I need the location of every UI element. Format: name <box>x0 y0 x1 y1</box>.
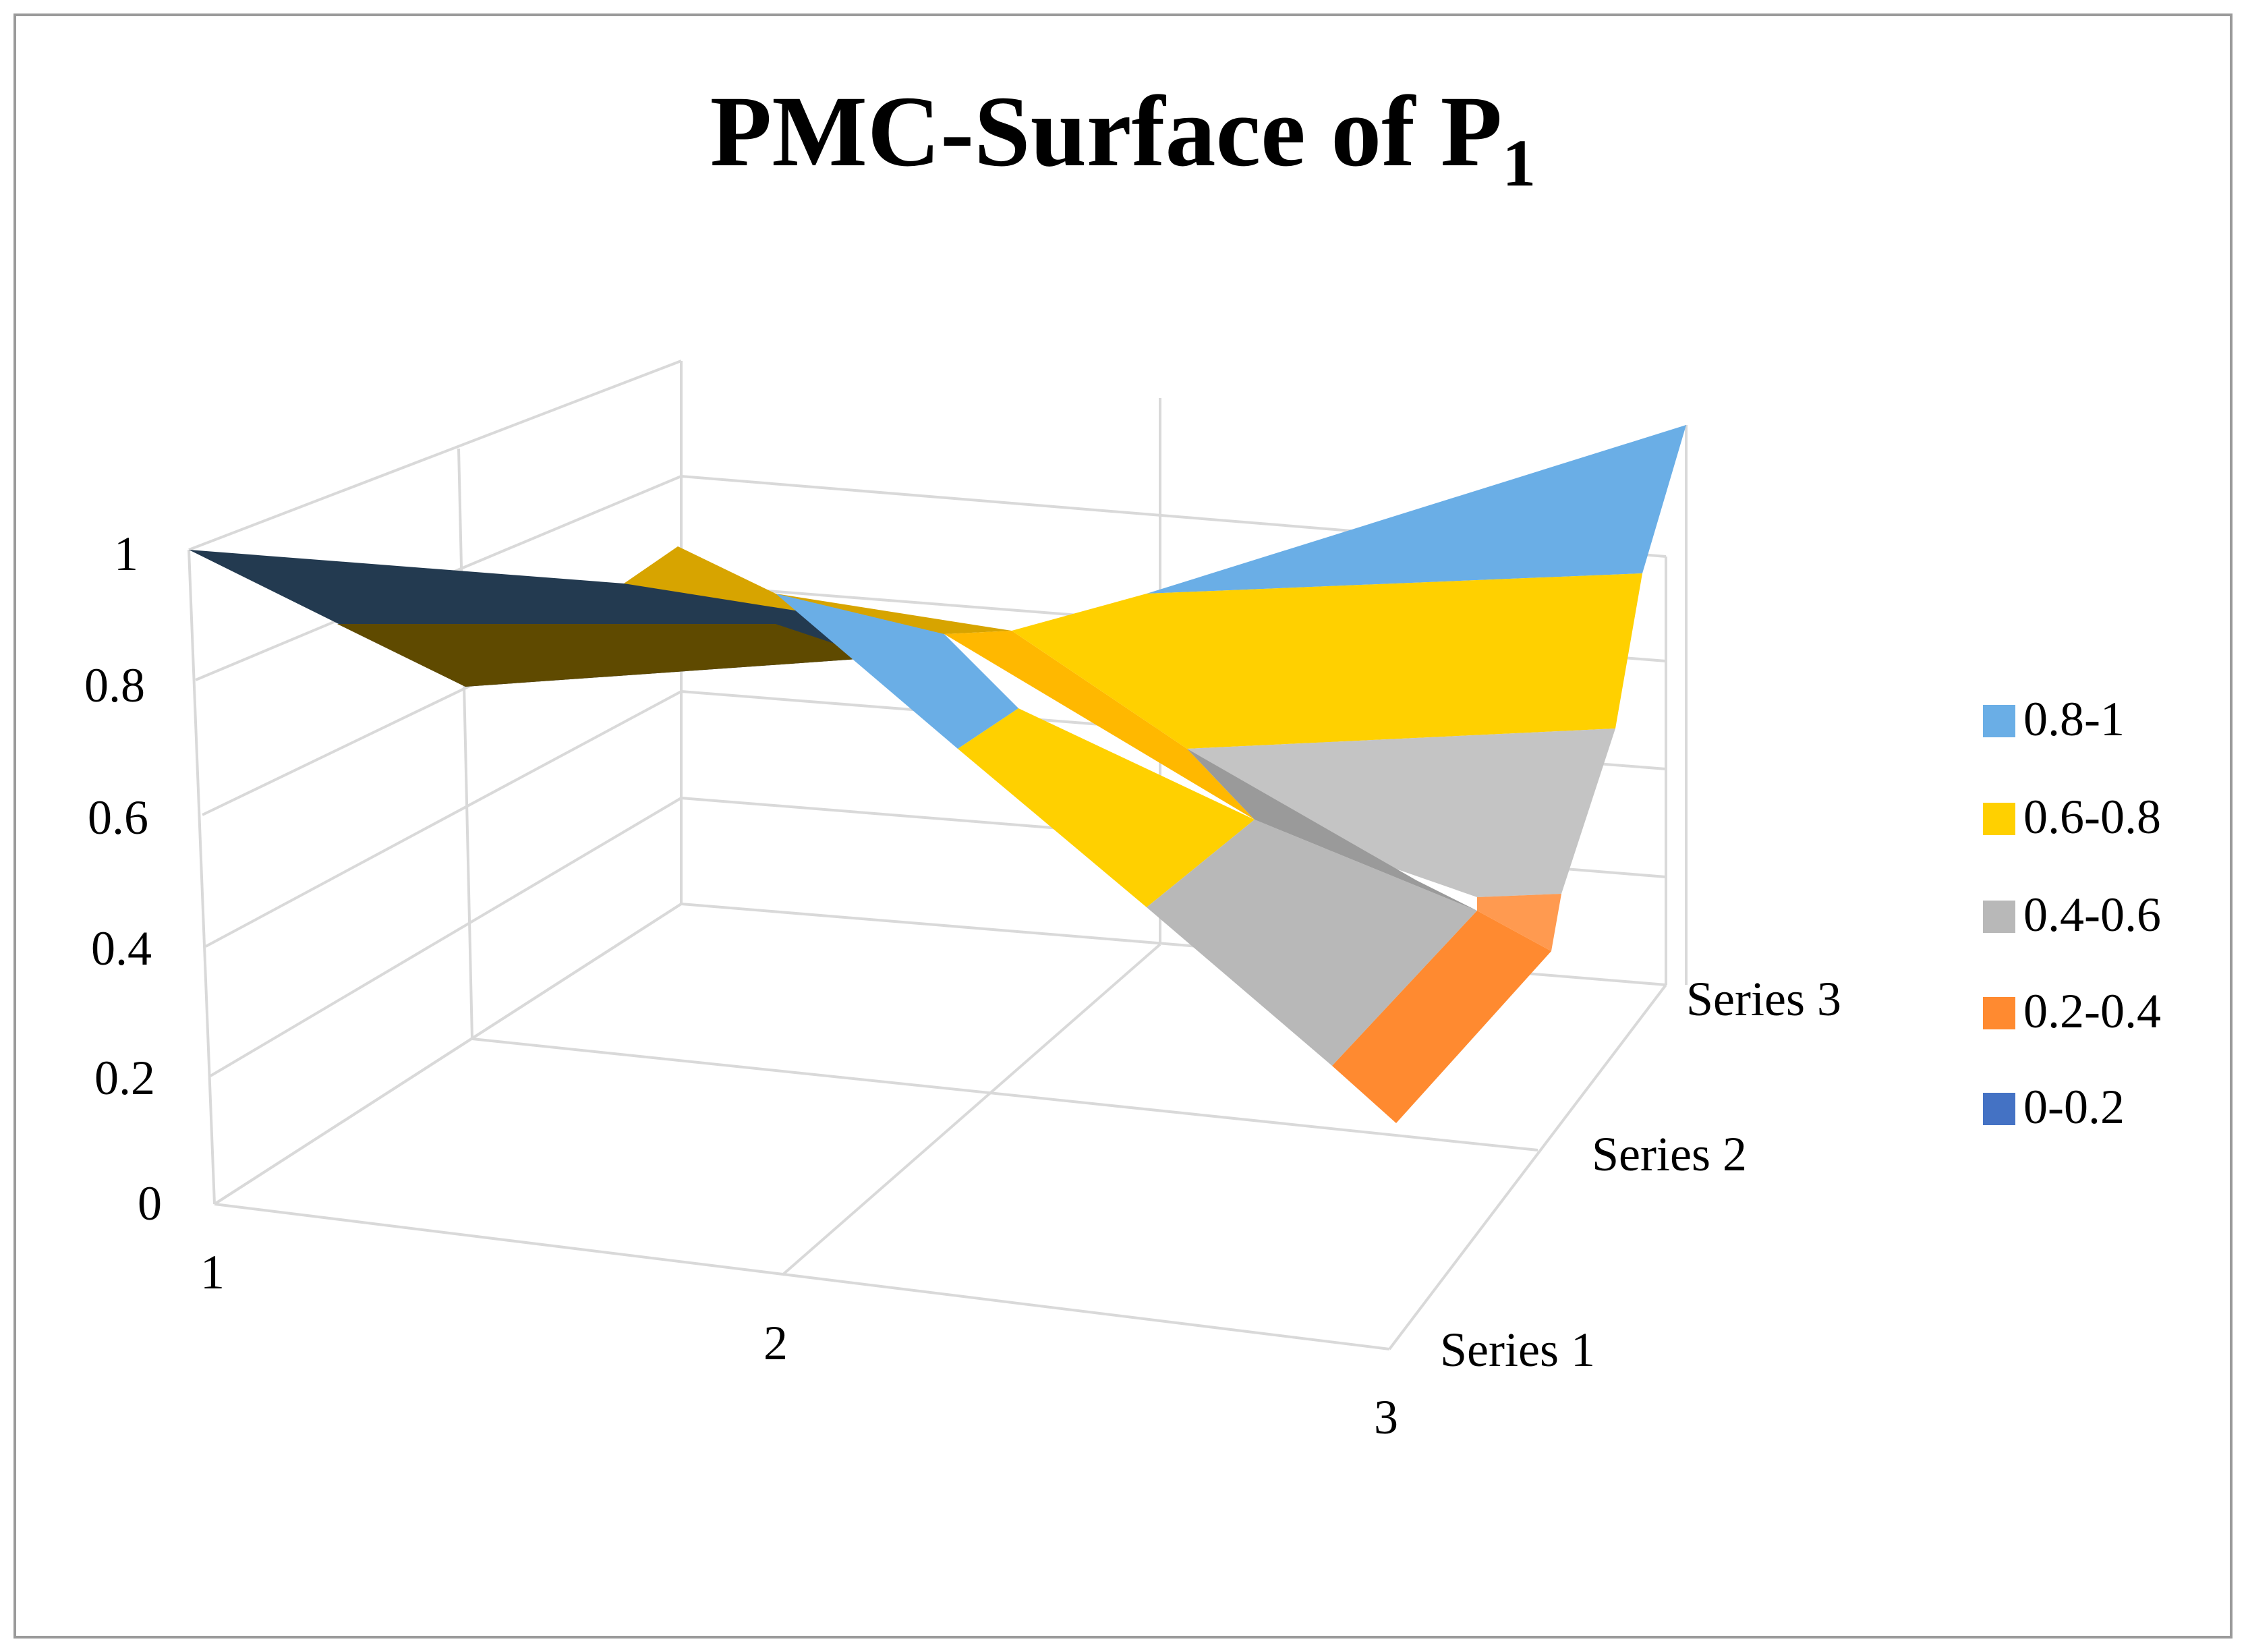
legend-label: 0-0.2 <box>2023 1080 2125 1134</box>
series-axis-label: Series 2 <box>1592 1127 1747 1181</box>
series-axis-label: Series 3 <box>1686 972 1841 1026</box>
surface <box>189 425 1686 1123</box>
legend-label: 0.8-1 <box>2023 692 2125 746</box>
legend-label: 0.2-0.4 <box>2023 984 2161 1038</box>
surface-facet-orange-ridge <box>944 631 1255 820</box>
legend-swatch <box>1983 901 2015 933</box>
z-tick-label: 0.2 <box>94 1051 155 1105</box>
surface-facet-blue-right <box>1147 425 1686 594</box>
surface-facet-dark-brown <box>337 624 877 687</box>
surface-facet-gray-front <box>1147 820 1477 1066</box>
x-axis: 1 2 3 <box>200 1245 1398 1444</box>
x-tick-label: 1 <box>200 1245 225 1299</box>
chart-title: PMC-Surface of P1 <box>710 76 1536 200</box>
legend-label: 0.4-0.6 <box>2023 888 2161 942</box>
legend: 0.8-1 0.6-0.8 0.4-0.6 0.2-0.4 0-0.2 <box>1983 692 2161 1134</box>
chart-title-main: PMC-Surface of P <box>710 76 1503 188</box>
series-axis-label: Series 1 <box>1440 1323 1595 1377</box>
legend-label: 0.6-0.8 <box>2023 790 2161 844</box>
surface-facet-gold-back <box>624 546 1012 634</box>
surface-facet-yellow-front <box>958 708 1255 907</box>
legend-swatch <box>1983 997 2015 1029</box>
surface-facet-orange-front <box>1332 911 1551 1123</box>
surface-facet-orange-right <box>1477 894 1561 951</box>
z-axis: 1 0.8 0.6 0.4 0.2 0 <box>84 527 162 1230</box>
z-tick-label: 1 <box>114 527 138 581</box>
x-tick-label: 2 <box>764 1316 788 1370</box>
legend-swatch <box>1983 803 2015 835</box>
surface-facet-gray-right <box>1187 729 1615 897</box>
chart-title-subscript: 1 <box>1502 125 1536 200</box>
series-axis: Series 1 Series 2 Series 3 <box>1440 972 1841 1377</box>
surface-facet-yellow-right <box>1012 573 1642 749</box>
legend-swatch <box>1983 1093 2015 1125</box>
z-tick-label: 0.8 <box>84 658 145 712</box>
chart-border <box>13 13 2233 1639</box>
z-tick-label: 0.4 <box>91 921 152 975</box>
surface-facet-blue-mid <box>776 594 1018 749</box>
z-tick-label: 0 <box>138 1176 162 1230</box>
x-tick-label: 3 <box>1374 1390 1398 1444</box>
legend-swatch <box>1983 705 2015 737</box>
z-tick-label: 0.6 <box>88 791 148 845</box>
